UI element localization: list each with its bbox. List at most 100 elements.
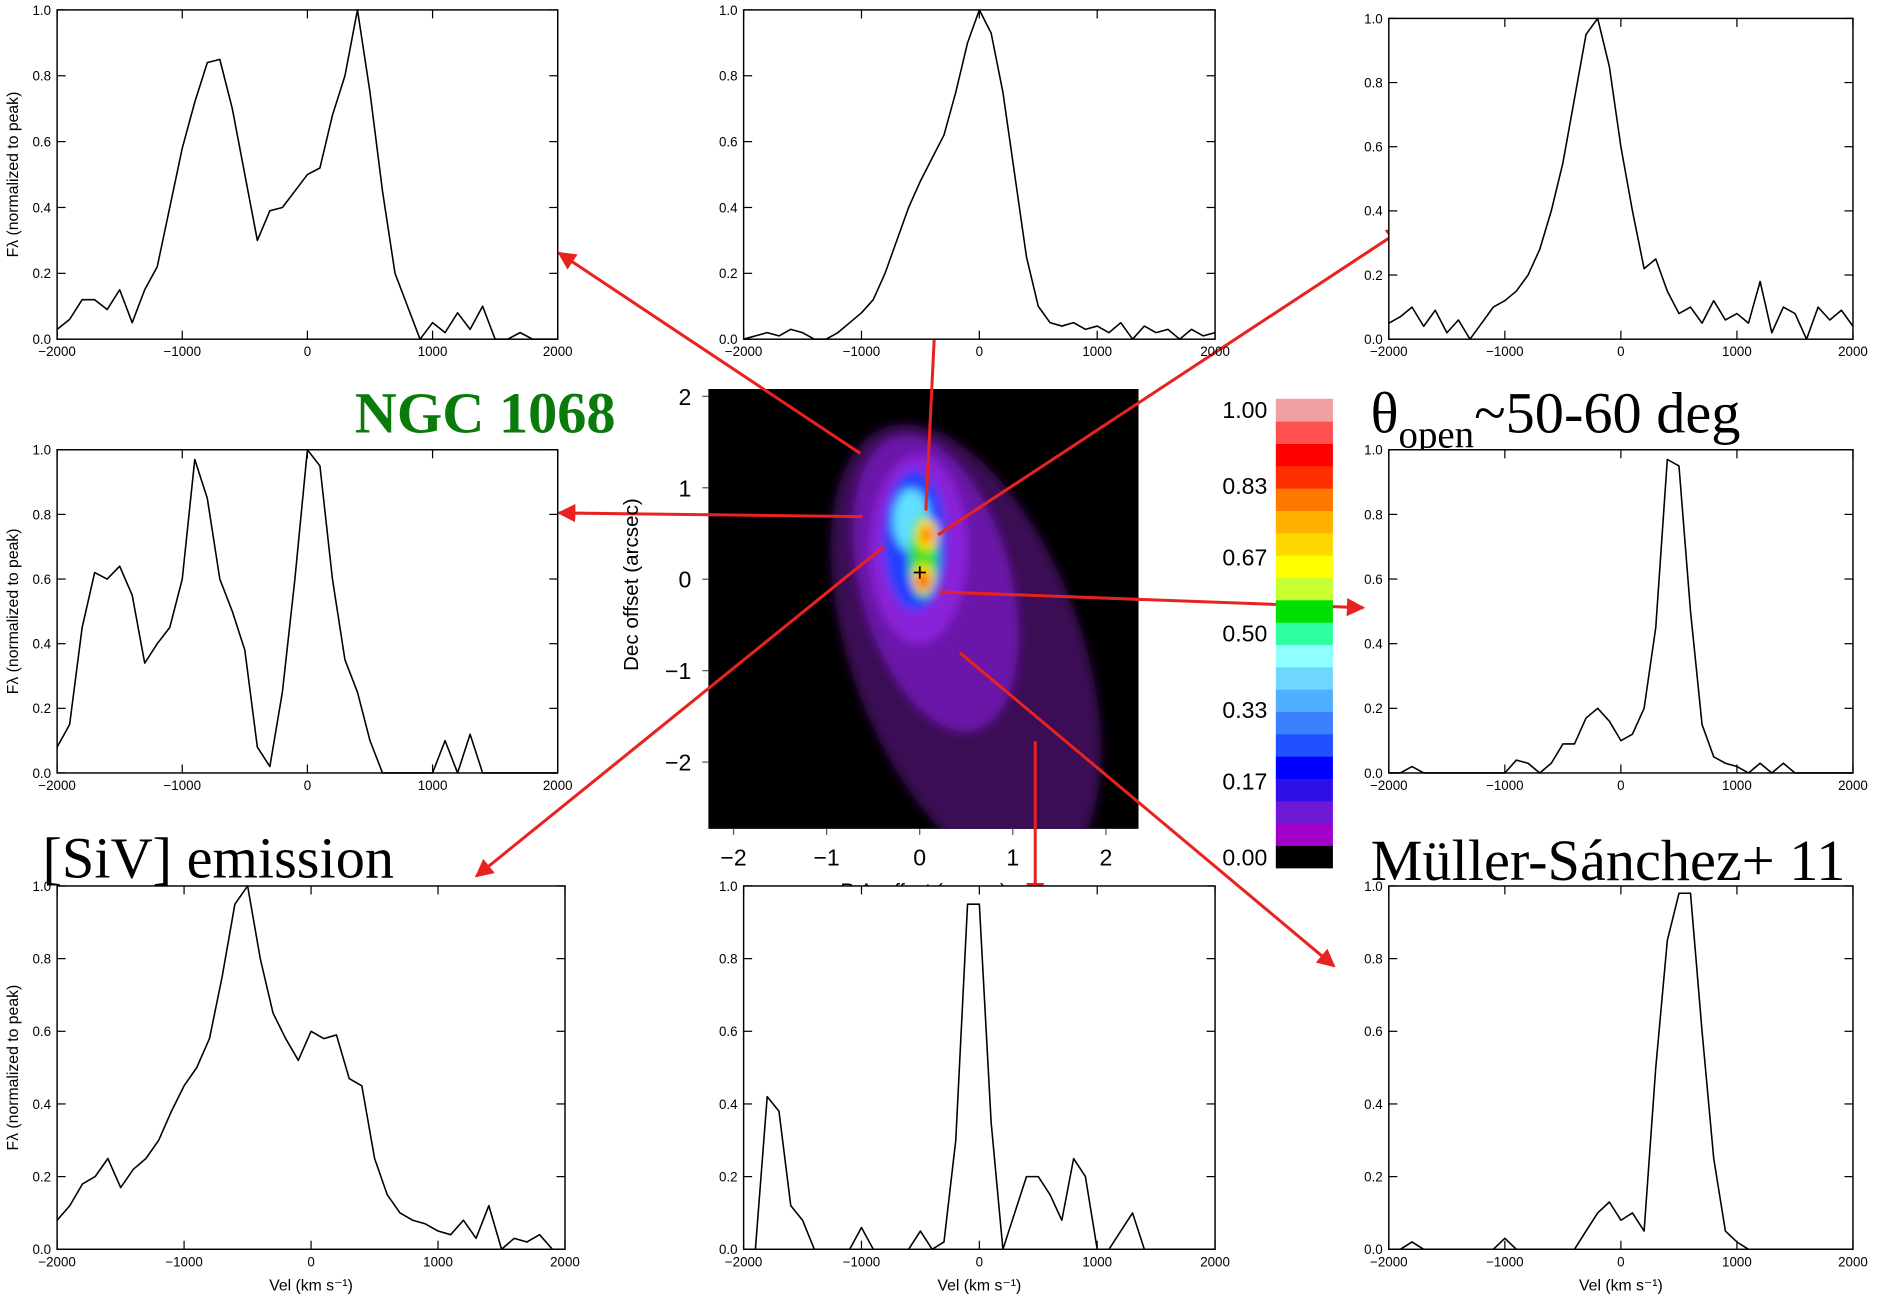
y-tick-label: 0.0	[1364, 332, 1383, 347]
plot-frame	[57, 886, 565, 1249]
y-tick-label: 0.0	[1364, 766, 1383, 781]
y-tick-label: 1.0	[1364, 11, 1383, 26]
y-tick-label: 0.4	[32, 200, 51, 215]
x-tick-label: 2000	[550, 1254, 580, 1269]
y-tick-label: 0.2	[32, 701, 51, 716]
plot-frame	[1389, 886, 1853, 1249]
x-tick-label: 0	[304, 344, 311, 359]
y-tick-label: 0.6	[32, 572, 51, 587]
x-tick-label: 1000	[418, 778, 448, 793]
y-tick-label: 0.0	[32, 766, 51, 781]
y-tick-label: 0.2	[719, 1169, 738, 1184]
y-tick-label: 0.6	[1364, 572, 1383, 587]
y-tick-label: 1.0	[1364, 443, 1383, 458]
x-tick-label: −1000	[1486, 778, 1524, 793]
colorbar-swatch	[1276, 555, 1333, 578]
plot-frame	[744, 886, 1215, 1249]
y-tick-label: 0.4	[1364, 1097, 1383, 1112]
opening-angle: θopen~50-60 deg	[1371, 381, 1741, 457]
y-axis-label: Fλ (normalized to peak)	[5, 92, 22, 258]
y-tick-label: 0.8	[1364, 75, 1383, 90]
colorbar-tick-label: 0.67	[1222, 545, 1267, 571]
colorbar-swatch	[1276, 711, 1333, 734]
y-tick-label: 2	[679, 384, 692, 410]
colorbar-tick-label: 0.17	[1222, 768, 1267, 794]
line-label: [SiV] emission	[43, 825, 395, 890]
colorbar-swatch	[1276, 600, 1333, 623]
x-tick-label: −2	[720, 844, 746, 870]
x-tick-label: 1000	[1722, 1254, 1752, 1269]
y-tick-label: 1.0	[32, 443, 51, 458]
y-tick-label: 1.0	[719, 3, 738, 18]
x-tick-label: 0	[1617, 344, 1624, 359]
x-tick-label: −1000	[1486, 344, 1524, 359]
colorbar-tick-label: 1.00	[1222, 397, 1267, 423]
y-tick-label: −2	[665, 750, 691, 776]
colorbar-swatch	[1276, 801, 1333, 824]
colorbar-swatch	[1276, 667, 1333, 690]
y-tick-label: 0.2	[1364, 1169, 1383, 1184]
colorbar-swatch	[1276, 488, 1333, 511]
colorbar-tick-label: 0.50	[1222, 621, 1267, 647]
colorbar-swatch	[1276, 644, 1333, 667]
plot-frame	[744, 10, 1215, 339]
x-tick-label: 0	[304, 778, 311, 793]
plot-frame	[1389, 450, 1853, 773]
x-tick-label: 1000	[423, 1254, 453, 1269]
y-tick-label: 1.0	[1364, 879, 1383, 894]
colorbar-swatch	[1276, 622, 1333, 645]
colorbar-tick-label: 0.00	[1222, 844, 1267, 870]
y-tick-label: 0.4	[1364, 637, 1383, 652]
y-tick-label: 0.0	[32, 1242, 51, 1257]
colorbar-swatch	[1276, 845, 1333, 868]
colorbar-swatch	[1276, 466, 1333, 489]
y-axis-label: Fλ (normalized to peak)	[5, 985, 22, 1151]
x-tick-label: 2000	[1200, 344, 1230, 359]
colorbar-swatch	[1276, 689, 1333, 712]
y-tick-label: 0.6	[1364, 140, 1383, 155]
y-axis-label: Fλ (normalized to peak)	[5, 528, 22, 694]
y-tick-label: 0.8	[719, 951, 738, 966]
colorbar-swatch	[1276, 577, 1333, 600]
colorbar-swatch	[1276, 399, 1333, 422]
y-tick-label: 0.8	[32, 507, 51, 522]
y-tick-label: 0.8	[32, 69, 51, 84]
x-tick-label: 2000	[543, 778, 573, 793]
colorbar-swatch	[1276, 421, 1333, 444]
y-tick-label: 0.0	[719, 1242, 738, 1257]
y-tick-label: −1	[665, 658, 691, 684]
x-tick-label: 0	[913, 844, 926, 870]
colorbar-swatch	[1276, 734, 1333, 757]
colorbar-swatch	[1276, 778, 1333, 801]
y-tick-label: 0.0	[1364, 1242, 1383, 1257]
y-tick-label: 0.2	[32, 1169, 51, 1184]
x-tick-label: −1000	[165, 1254, 203, 1269]
y-tick-label: 1.0	[32, 3, 51, 18]
x-tick-label: 0	[307, 1254, 314, 1269]
y-tick-label: 0.4	[719, 1097, 738, 1112]
angle-text: ~50-60 deg	[1474, 381, 1740, 446]
colorbar-swatch	[1276, 823, 1333, 846]
x-tick-label: 2000	[543, 344, 573, 359]
x-tick-label: 1000	[1082, 344, 1112, 359]
y-tick-label: 0.0	[719, 332, 738, 347]
y-tick-label: 0.2	[1364, 268, 1383, 283]
y-tick-label: 0.6	[32, 134, 51, 149]
x-tick-label: 1000	[418, 344, 448, 359]
x-axis-label: Vel (km s⁻¹)	[937, 1278, 1021, 1295]
y-tick-label: 0.6	[719, 134, 738, 149]
colorbar-swatch	[1276, 443, 1333, 466]
y-tick-label: 0.6	[32, 1024, 51, 1039]
y-tick-label: 0	[679, 567, 692, 593]
x-tick-label: −1000	[843, 344, 881, 359]
x-tick-label: 2000	[1838, 344, 1868, 359]
plot-frame	[57, 450, 558, 773]
colorbar-tick-label: 0.33	[1222, 697, 1267, 723]
y-tick-label: 0.8	[1364, 951, 1383, 966]
y-tick-label: 0.4	[32, 637, 51, 652]
x-tick-label: 0	[976, 1254, 983, 1269]
x-tick-label: 1	[1006, 844, 1019, 870]
galaxy-name: NGC 1068	[355, 381, 616, 446]
x-tick-label: −1000	[163, 344, 201, 359]
x-tick-label: 1000	[1722, 778, 1752, 793]
